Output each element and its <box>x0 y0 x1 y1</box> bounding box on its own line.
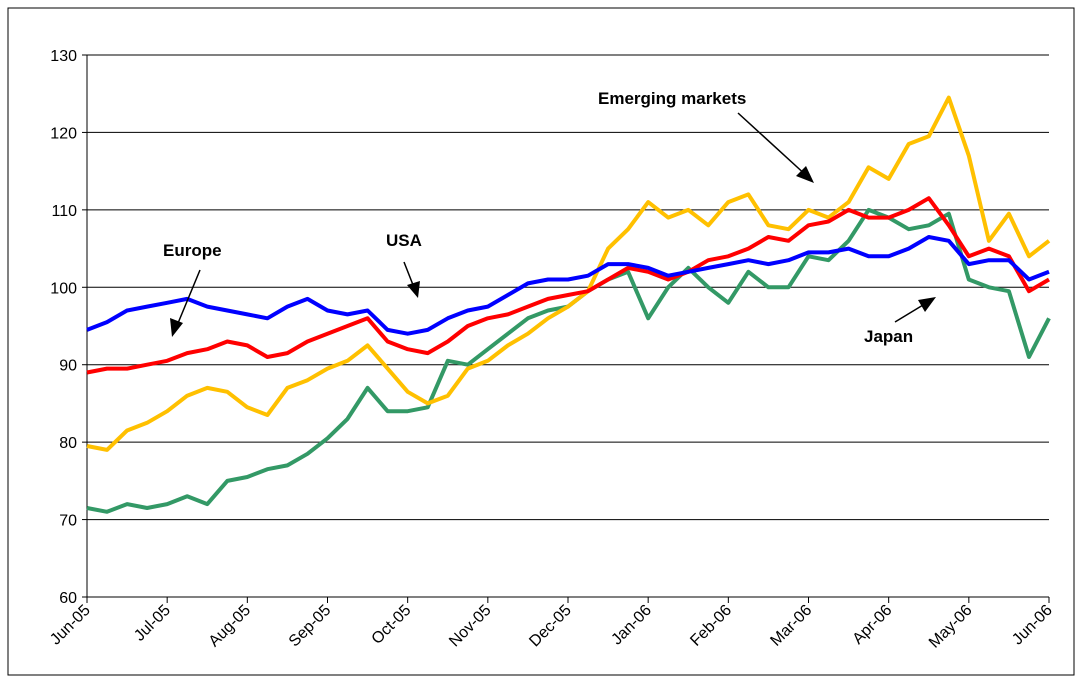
annotations: Emerging markets USA Europe Japan <box>163 89 936 346</box>
chart-border <box>7 7 1075 676</box>
series-line <box>86 196 1051 375</box>
arrowhead <box>796 166 814 183</box>
arrowhead <box>407 281 420 298</box>
series-line <box>86 235 1050 336</box>
annotation: Europe <box>163 241 222 260</box>
y-tick-label: 120 <box>50 125 77 142</box>
arrow <box>175 269 201 329</box>
y-tick-label: 60 <box>59 590 77 607</box>
series-line <box>86 95 1051 452</box>
y-tick-label: 90 <box>59 358 77 375</box>
y-tick-label: 110 <box>51 203 77 220</box>
y-tick-label: 70 <box>59 513 77 530</box>
annotation: USA <box>386 231 422 250</box>
y-tick-label: 100 <box>50 280 77 297</box>
annotation: Emerging markets <box>598 89 746 108</box>
arrowhead <box>918 297 936 312</box>
annotation: Japan <box>864 327 913 346</box>
y-tick-label: 80 <box>59 435 77 452</box>
arrowhead <box>170 318 183 337</box>
arrow <box>737 112 809 178</box>
y-tick-label: 130 <box>50 48 77 65</box>
